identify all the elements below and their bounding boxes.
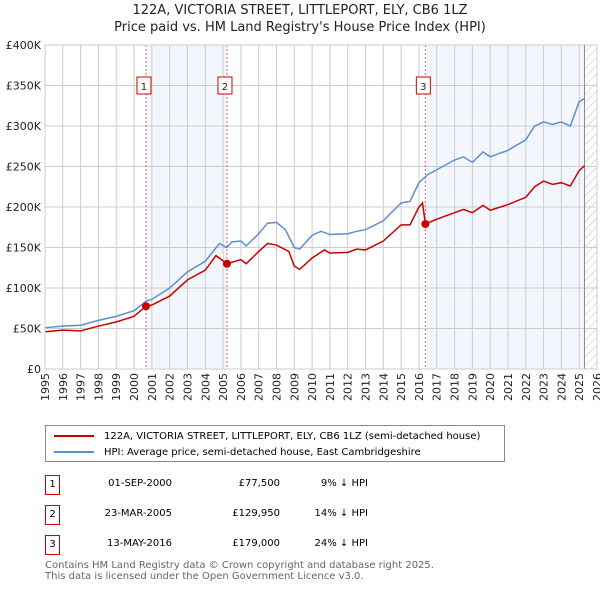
x-tick-label: 2003 bbox=[181, 373, 194, 401]
x-tick-label: 2016 bbox=[413, 373, 426, 401]
x-tick-label: 2005 bbox=[217, 373, 230, 401]
sale-hpi-diff: 9% ↓ HPI bbox=[320, 478, 368, 489]
x-tick-label: 2001 bbox=[146, 373, 159, 401]
sale-point bbox=[222, 259, 231, 268]
x-tick-label: 2020 bbox=[484, 373, 497, 401]
sale-number: 3 bbox=[45, 535, 60, 555]
x-tick-label: 2024 bbox=[555, 373, 568, 401]
y-tick-label: £400K bbox=[6, 39, 42, 52]
chart-title: 122A, VICTORIA STREET, LITTLEPORT, ELY, … bbox=[132, 3, 468, 18]
x-tick-label: 1995 bbox=[39, 373, 52, 401]
x-tick-label: 2014 bbox=[377, 373, 390, 401]
x-tick-label: 2010 bbox=[306, 373, 319, 401]
sale-point bbox=[141, 302, 150, 311]
sale-marker-number: 1 bbox=[141, 82, 147, 93]
sale-number: 1 bbox=[45, 475, 60, 495]
sale-hpi-diff: 24% ↓ HPI bbox=[314, 538, 368, 549]
sale-price: £77,500 bbox=[238, 478, 280, 489]
x-tick-label: 1997 bbox=[75, 373, 88, 401]
sale-date: 13-MAY-2016 bbox=[106, 538, 172, 549]
x-tick-label: 2006 bbox=[235, 373, 248, 401]
sale-hpi-diff: 14% ↓ HPI bbox=[314, 508, 368, 519]
y-tick-label: £50K bbox=[13, 323, 42, 336]
sale-row: 3 13-MAY-2016 £179,000 24% ↓ HPI bbox=[45, 535, 465, 555]
y-tick-label: £250K bbox=[6, 161, 42, 174]
x-tick-label: 2017 bbox=[431, 373, 444, 401]
x-tick-label: 2019 bbox=[466, 373, 479, 401]
y-tick-label: £300K bbox=[6, 120, 42, 133]
y-tick-label: £0 bbox=[27, 363, 41, 376]
sale-marker-box bbox=[136, 76, 152, 95]
x-tick-label: 2025 bbox=[573, 373, 586, 401]
x-tick-label: 2015 bbox=[395, 373, 408, 401]
sale-row: 2 23-MAR-2005 £129,950 14% ↓ HPI bbox=[45, 505, 465, 525]
y-tick-label: £100K bbox=[6, 282, 42, 295]
sale-date: 23-MAR-2005 bbox=[104, 508, 172, 519]
legend: 122A, VICTORIA STREET, LITTLEPORT, ELY, … bbox=[45, 425, 505, 462]
footer-copyright: Contains HM Land Registry data © Crown c… bbox=[45, 560, 434, 571]
sale-price: £129,950 bbox=[232, 508, 280, 519]
x-tick-label: 2026 bbox=[591, 373, 600, 401]
x-tick-label: 2011 bbox=[324, 373, 337, 401]
x-tick-label: 2023 bbox=[538, 373, 551, 401]
x-tick-label: 2008 bbox=[270, 373, 283, 401]
x-tick-label: 2009 bbox=[288, 373, 301, 401]
sale-point bbox=[421, 220, 430, 229]
sale-number: 2 bbox=[45, 505, 60, 525]
property-price-line bbox=[44, 165, 586, 333]
x-tick-label: 2004 bbox=[199, 373, 212, 401]
x-tick-label: 2000 bbox=[128, 373, 141, 401]
x-tick-label: 2007 bbox=[253, 373, 266, 401]
sale-marker-box bbox=[217, 76, 233, 95]
chart-subtitle: Price paid vs. HM Land Registry's House … bbox=[114, 20, 486, 35]
y-tick-label: £200K bbox=[6, 201, 42, 214]
x-tick-label: 2002 bbox=[164, 373, 177, 401]
x-tick-label: 1996 bbox=[57, 373, 70, 401]
y-tick-label: £350K bbox=[6, 80, 42, 93]
sale-price: £179,000 bbox=[232, 538, 280, 549]
x-tick-label: 1998 bbox=[92, 373, 105, 401]
legend-label-hpi: HPI: Average price, semi-detached house,… bbox=[104, 446, 421, 458]
plot-border bbox=[44, 44, 598, 370]
sale-marker-number: 3 bbox=[420, 82, 426, 93]
hpi-line bbox=[44, 97, 585, 329]
x-tick-label: 2012 bbox=[342, 373, 355, 401]
legend-swatch-property bbox=[54, 435, 94, 437]
x-tick-label: 2013 bbox=[360, 373, 373, 401]
sale-row: 1 01-SEP-2000 £77,500 9% ↓ HPI bbox=[45, 475, 465, 495]
footer-licence: This data is licensed under the Open Gov… bbox=[45, 571, 364, 582]
x-tick-label: 2021 bbox=[502, 373, 515, 401]
sale-marker-number: 2 bbox=[222, 82, 228, 93]
legend-swatch-hpi bbox=[54, 451, 94, 453]
price-chart: 1995 1996 1997 1998 1999 2000 2001 2002 2003 2004… bbox=[6, 39, 600, 401]
sale-date: 01-SEP-2000 bbox=[108, 478, 172, 489]
x-tick-label: 2022 bbox=[520, 373, 533, 401]
sale-marker-box bbox=[415, 76, 431, 95]
legend-label-property: 122A, VICTORIA STREET, LITTLEPORT, ELY, … bbox=[104, 430, 481, 442]
x-tick-label: 2018 bbox=[449, 373, 462, 401]
x-tick-label: 1999 bbox=[110, 373, 123, 401]
y-tick-label: £150K bbox=[6, 242, 42, 255]
